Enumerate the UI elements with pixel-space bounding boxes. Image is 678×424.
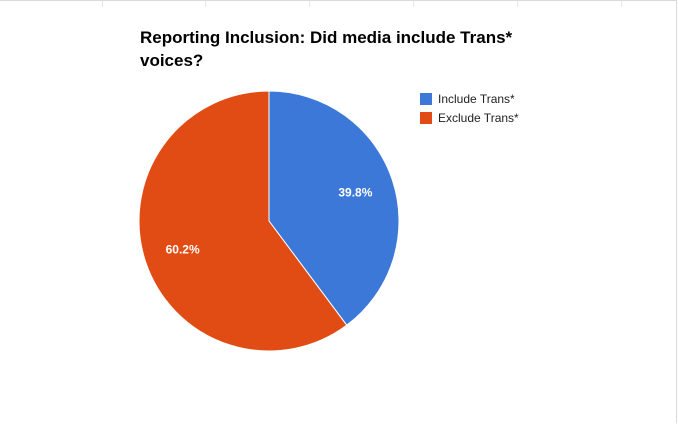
- sheet-gridline: [205, 1, 206, 7]
- sheet-gridline: [102, 1, 103, 7]
- legend-swatch-exclude: [420, 111, 432, 124]
- sheet-gridline: [413, 1, 414, 7]
- pie-slice-include[interactable]: [268, 90, 400, 326]
- sheet-gridline: [621, 1, 622, 7]
- chart-legend: Include Trans* Exclude Trans*: [420, 89, 519, 127]
- pie-slice-exclude[interactable]: [138, 90, 348, 352]
- sheet-gridline: [517, 1, 518, 7]
- pie-label-include: 39.8%: [338, 185, 372, 199]
- legend-item-exclude[interactable]: Exclude Trans*: [420, 108, 519, 127]
- legend-label-exclude: Exclude Trans*: [438, 110, 519, 125]
- legend-swatch-include: [420, 92, 432, 105]
- sheet-gridline: [309, 1, 310, 7]
- legend-item-include[interactable]: Include Trans*: [420, 89, 519, 108]
- chart-title: Reporting Inclusion: Did media include T…: [140, 28, 513, 70]
- legend-label-include: Include Trans*: [438, 91, 515, 106]
- pie-label-exclude: 60.2%: [166, 243, 200, 257]
